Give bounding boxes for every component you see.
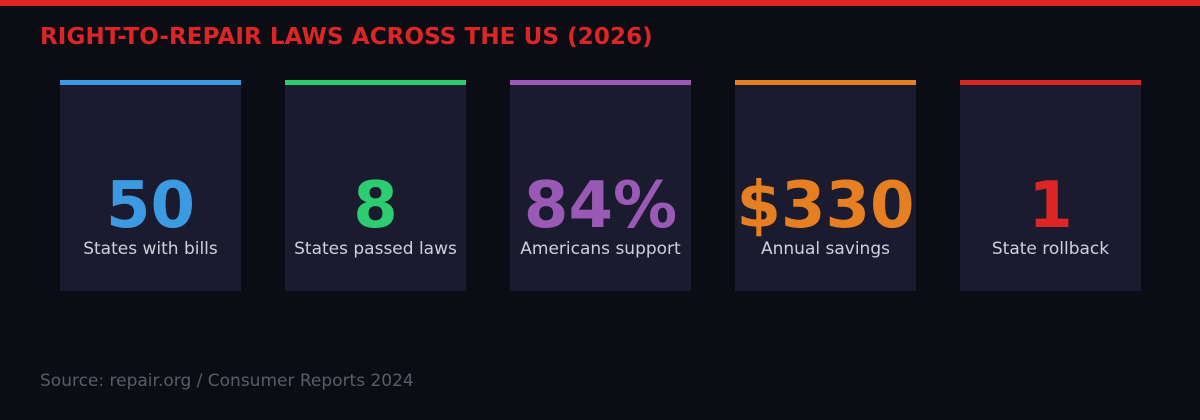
page-title: RIGHT-TO-REPAIR LAWS ACROSS THE US (2026… (40, 24, 653, 50)
stat-label: Americans support (520, 239, 681, 259)
card-accent-bar (60, 80, 241, 85)
stat-card-state-rollback: 1 State rollback (960, 80, 1141, 291)
stat-label: States with bills (83, 239, 218, 259)
stat-card-states-passed-laws: 8 States passed laws (285, 80, 466, 291)
stat-label: Annual savings (761, 239, 890, 259)
card-accent-bar (735, 80, 916, 85)
stat-value: $330 (736, 169, 915, 243)
stat-card-annual-savings: $330 Annual savings (735, 80, 916, 291)
top-accent-bar (0, 0, 1200, 6)
stat-label: State rollback (991, 239, 1110, 259)
card-accent-bar (510, 80, 691, 85)
stat-card-states-with-bills: 50 States with bills (60, 80, 241, 291)
stat-value: 50 (105, 169, 196, 243)
source-note: Source: repair.org / Consumer Reports 20… (40, 371, 414, 391)
card-accent-bar (960, 80, 1141, 85)
card-accent-bar (285, 80, 466, 85)
stat-card-americans-support: 84% Americans support (510, 80, 691, 291)
stat-value: 8 (353, 169, 398, 243)
stat-label: States passed laws (294, 239, 457, 259)
stat-value: 1 (1028, 169, 1073, 243)
stat-value: 84% (523, 169, 678, 243)
